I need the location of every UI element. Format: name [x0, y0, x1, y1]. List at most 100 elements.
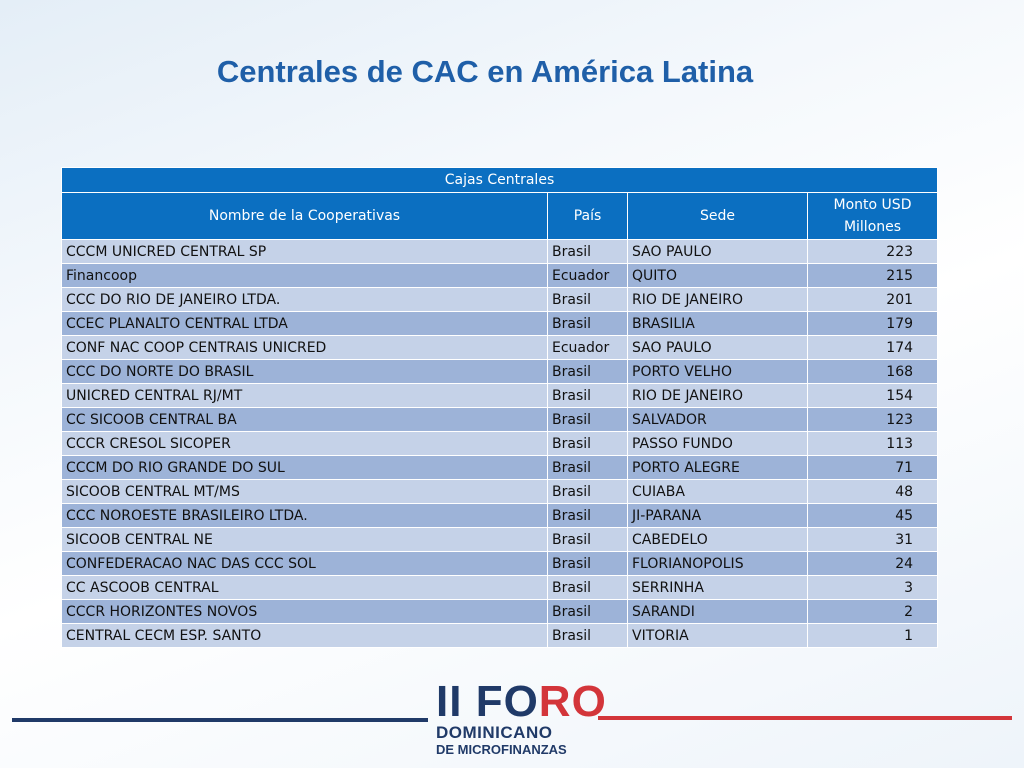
- cell-monto: 154: [806, 383, 939, 408]
- cell-pais: Brasil: [547, 359, 628, 384]
- table-row: CCCM DO RIO GRANDE DO SUL Brasil PORTO ALE…: [61, 455, 939, 480]
- page-title: Centrales de CAC en América Latina: [216, 54, 754, 89]
- cell-monto: 1: [806, 623, 939, 648]
- cell-nombre: CCCR HORIZONTES NOVOS: [61, 599, 548, 624]
- cell-pais: Brasil: [547, 551, 628, 576]
- cell-nombre: CCC NOROESTE BRASILEIRO LTDA.: [61, 503, 548, 528]
- table-row: CONFEDERACAO NAC DAS CCC SOL Brasil FLORIA…: [61, 551, 939, 576]
- cell-pais: Brasil: [547, 407, 628, 432]
- cell-nombre: Financoop: [61, 263, 548, 288]
- cell-nombre: CCC DO RIO DE JANEIRO LTDA.: [61, 287, 548, 312]
- cell-monto: 3: [806, 575, 939, 600]
- cell-sede: JI-PARANA: [627, 503, 808, 528]
- table-header-row: Nombre de la Cooperativas País Sede Mont…: [61, 192, 939, 240]
- cell-monto: 48: [806, 479, 939, 504]
- table-group-header-row: Cajas Centrales: [60, 167, 939, 193]
- cell-sede: SERRINHA: [627, 575, 808, 600]
- decorative-line-left: [12, 718, 428, 722]
- cell-pais: Brasil: [547, 503, 628, 528]
- cell-nombre: SICOOB CENTRAL NE: [61, 527, 548, 552]
- table-row: Financoop Ecuador QUITO 215: [61, 263, 939, 288]
- cajas-centrales-table: Cajas Centrales Nombre de la Cooperativa…: [60, 167, 939, 648]
- cell-sede: CUIABA: [627, 479, 808, 504]
- table-row: CC SICOOB CENTRAL BA Brasil SALVADOR 123: [61, 407, 939, 432]
- cell-sede: VITORIA: [627, 623, 808, 648]
- cell-sede: SAO PAULO: [627, 335, 808, 360]
- cell-monto: 168: [806, 359, 939, 384]
- cell-monto: 215: [806, 263, 939, 288]
- foro-logo: II FORO DOMINICANO DE MICROFINANZAS: [436, 677, 606, 764]
- table-row: CONF NAC COOP CENTRAIS UNICRED Ecuador SAO…: [61, 335, 939, 360]
- cell-pais: Brasil: [547, 311, 628, 336]
- cell-monto: 45: [806, 503, 939, 528]
- cell-sede: SAO PAULO: [627, 239, 808, 264]
- cell-sede: RIO DE JANEIRO: [627, 287, 808, 312]
- logo-fo: FO: [475, 677, 539, 726]
- table-row: CCCR HORIZONTES NOVOS Brasil SARANDI 2: [61, 599, 939, 624]
- cell-pais: Brasil: [547, 575, 628, 600]
- cell-nombre: CCCM UNICRED CENTRAL SP: [61, 239, 548, 264]
- cell-sede: CABEDELO: [627, 527, 808, 552]
- table-row: SICOOB CENTRAL NE Brasil CABEDELO 31: [61, 527, 939, 552]
- table-row: CCCR CRESOL SICOPER Brasil PASSO FUNDO 113: [61, 431, 939, 456]
- table-row: UNICRED CENTRAL RJ/MT Brasil RIO DE JANEIR…: [61, 383, 939, 408]
- cell-sede: PORTO VELHO: [627, 359, 808, 384]
- logo-line1: DOMINICANO: [436, 723, 553, 742]
- cell-monto: 123: [806, 407, 939, 432]
- column-header-monto: Monto USD Millones: [806, 192, 939, 240]
- table-row: CCCM UNICRED CENTRAL SP Brasil SAO PAULO 22…: [61, 239, 939, 264]
- cell-pais: Brasil: [547, 527, 628, 552]
- cell-pais: Brasil: [547, 599, 628, 624]
- cell-nombre: CCEC PLANALTO CENTRAL LTDA: [61, 311, 548, 336]
- cell-pais: Brasil: [547, 455, 628, 480]
- cell-monto: 31: [806, 527, 939, 552]
- cell-pais: Ecuador: [547, 335, 628, 360]
- cell-sede: PASSO FUNDO: [627, 431, 808, 456]
- table-row: CCC DO RIO DE JANEIRO LTDA. Brasil RIO DE …: [61, 287, 939, 312]
- cell-monto: 223: [806, 239, 939, 264]
- column-header-monto-line1: Monto USD: [833, 197, 912, 213]
- cell-monto: 24: [806, 551, 939, 576]
- table-row: CCC NOROESTE BRASILEIRO LTDA. Brasil JI-PA…: [61, 503, 939, 528]
- cell-nombre: CC ASCOOB CENTRAL: [61, 575, 548, 600]
- cell-pais: Ecuador: [547, 263, 628, 288]
- table-row: CCEC PLANALTO CENTRAL LTDA Brasil BRASILIA…: [61, 311, 939, 336]
- cell-pais: Brasil: [547, 431, 628, 456]
- cell-sede: SALVADOR: [627, 407, 808, 432]
- logo-roman-numeral: II: [436, 677, 463, 726]
- logo-line2: DE MICROFINANZAS: [436, 742, 567, 757]
- cell-nombre: CENTRAL CECM ESP. SANTO: [61, 623, 548, 648]
- cell-nombre: UNICRED CENTRAL RJ/MT: [61, 383, 548, 408]
- table-body: CCCM UNICRED CENTRAL SP Brasil SAO PAULO 22…: [61, 239, 939, 648]
- cell-monto: 174: [806, 335, 939, 360]
- cell-pais: Brasil: [547, 383, 628, 408]
- cell-sede: FLORIANOPOLIS: [627, 551, 808, 576]
- table-group-header: Cajas Centrales: [60, 167, 939, 193]
- logo-wordmark: II FORO: [436, 677, 606, 726]
- table-row: CCC DO NORTE DO BRASIL Brasil PORTO VELHO 1…: [61, 359, 939, 384]
- logo-ro: RO: [538, 677, 607, 726]
- cell-sede: PORTO ALEGRE: [627, 455, 808, 480]
- cell-sede: SARANDI: [627, 599, 808, 624]
- cell-nombre: CCCM DO RIO GRANDE DO SUL: [61, 455, 548, 480]
- cell-sede: BRASILIA: [627, 311, 808, 336]
- table-row: CENTRAL CECM ESP. SANTO Brasil VITORIA 1: [61, 623, 939, 648]
- cell-monto: 113: [806, 431, 939, 456]
- column-header-pais: País: [547, 192, 628, 240]
- column-header-monto-line2: Millones: [843, 219, 902, 235]
- cell-sede: QUITO: [627, 263, 808, 288]
- cell-nombre: CCC DO NORTE DO BRASIL: [61, 359, 548, 384]
- cell-nombre: CONFEDERACAO NAC DAS CCC SOL: [61, 551, 548, 576]
- column-header-nombre: Nombre de la Cooperativas: [61, 192, 548, 240]
- cell-monto: 71: [806, 455, 939, 480]
- cell-pais: Brasil: [547, 287, 628, 312]
- cell-pais: Brasil: [547, 479, 628, 504]
- cell-monto: 2: [806, 599, 939, 624]
- cell-pais: Brasil: [547, 623, 628, 648]
- cell-sede: RIO DE JANEIRO: [627, 383, 808, 408]
- cell-nombre: CONF NAC COOP CENTRAIS UNICRED: [61, 335, 548, 360]
- cell-nombre: CCCR CRESOL SICOPER: [61, 431, 548, 456]
- cell-monto: 179: [806, 311, 939, 336]
- cell-nombre: CC SICOOB CENTRAL BA: [61, 407, 548, 432]
- table-row: SICOOB CENTRAL MT/MS Brasil CUIABA 48: [61, 479, 939, 504]
